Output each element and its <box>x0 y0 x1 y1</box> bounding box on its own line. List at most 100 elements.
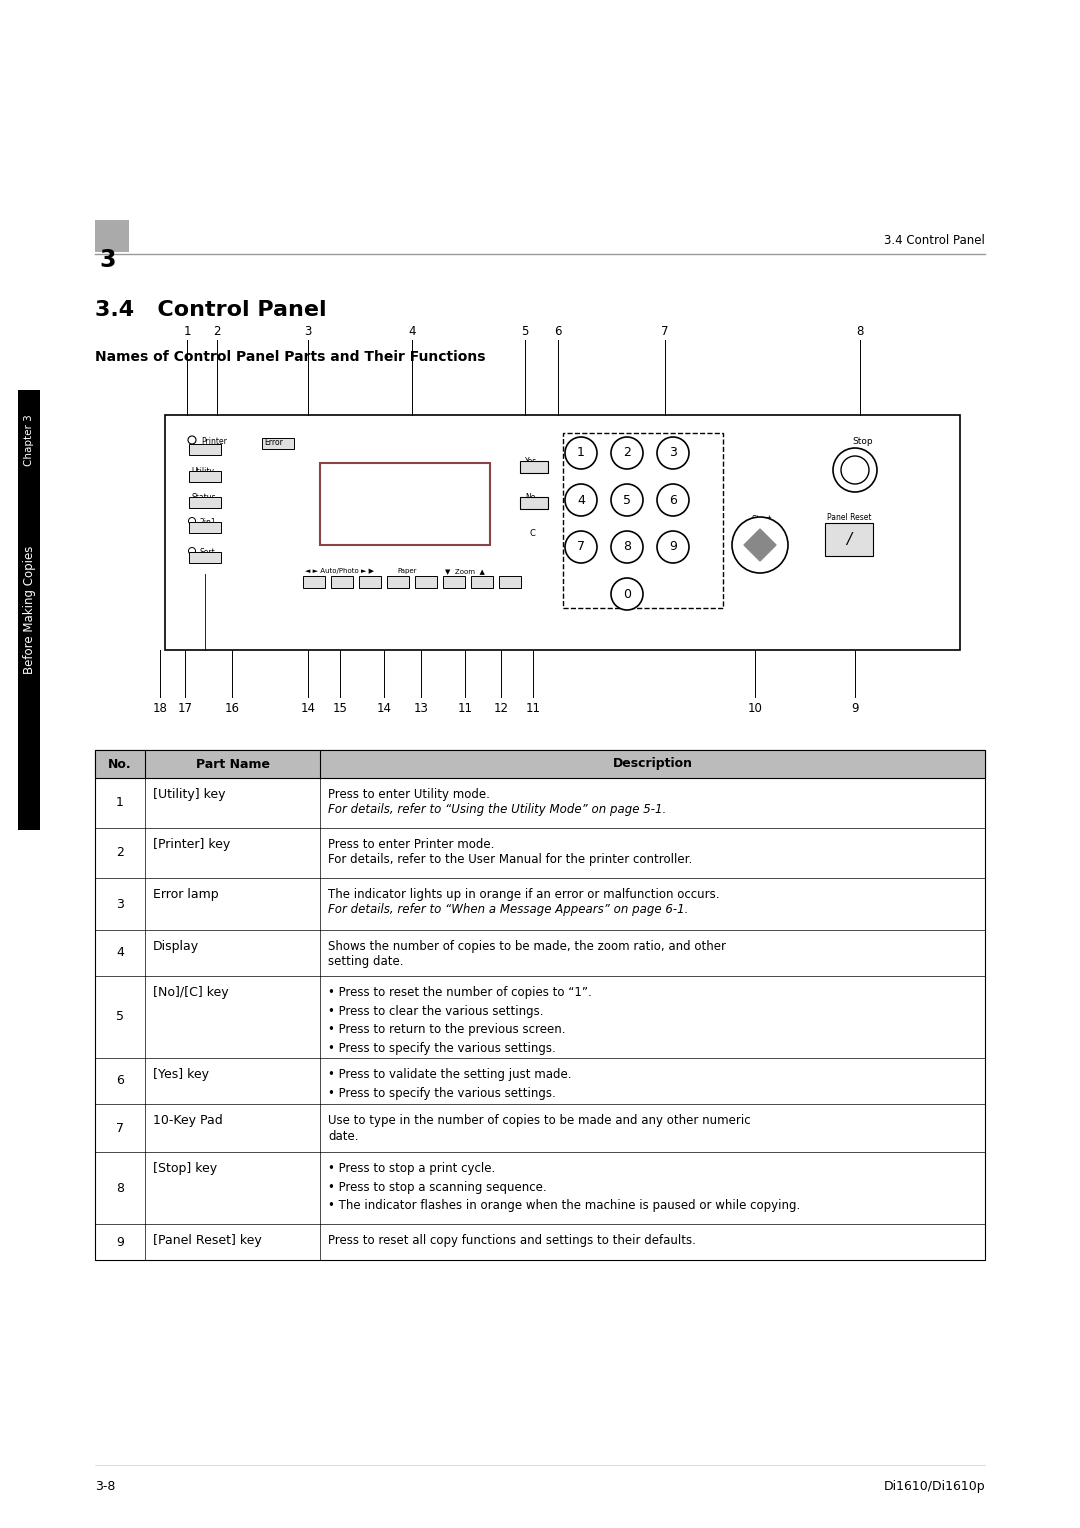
Bar <box>165 416 960 649</box>
Text: 9: 9 <box>116 1236 124 1248</box>
Bar <box>825 523 873 556</box>
Text: 3.4 Control Panel: 3.4 Control Panel <box>885 234 985 248</box>
Text: 6: 6 <box>554 325 562 338</box>
Text: Press to enter Utility mode.: Press to enter Utility mode. <box>328 788 490 801</box>
Bar <box>499 576 521 588</box>
Bar <box>95 750 985 778</box>
Text: 3: 3 <box>116 897 124 911</box>
Text: 12: 12 <box>494 701 509 715</box>
Bar <box>189 552 221 562</box>
Text: Utility: Utility <box>191 468 214 477</box>
Text: Before Making Copies: Before Making Copies <box>23 545 36 674</box>
Text: 2: 2 <box>213 325 220 338</box>
Bar <box>95 1152 985 1224</box>
Bar <box>563 432 723 608</box>
Text: [Printer] key: [Printer] key <box>153 837 230 851</box>
Bar <box>415 576 437 588</box>
Text: Error lamp: Error lamp <box>153 888 218 902</box>
Text: 1: 1 <box>116 796 124 810</box>
Bar <box>95 1105 985 1152</box>
Text: setting date.: setting date. <box>328 955 404 969</box>
Bar <box>95 879 985 931</box>
Text: Part Name: Part Name <box>195 758 270 770</box>
Text: 7: 7 <box>577 541 585 553</box>
Text: 13: 13 <box>414 701 429 715</box>
Circle shape <box>833 448 877 492</box>
Text: Printer: Printer <box>201 437 227 446</box>
Text: • Press to specify the various settings.: • Press to specify the various settings. <box>328 1042 556 1054</box>
Text: Start: Start <box>752 515 772 524</box>
Text: 3.4   Control Panel: 3.4 Control Panel <box>95 299 326 319</box>
Text: 8: 8 <box>623 541 631 553</box>
Text: 3: 3 <box>305 325 312 338</box>
Text: [No]/[C] key: [No]/[C] key <box>153 986 229 999</box>
Text: Press to reset all copy functions and settings to their defaults.: Press to reset all copy functions and se… <box>328 1235 696 1247</box>
Text: No: No <box>525 494 536 503</box>
Text: • Press to specify the various settings.: • Press to specify the various settings. <box>328 1086 556 1100</box>
Text: Sort: Sort <box>200 549 216 558</box>
Text: • Press to validate the setting just made.: • Press to validate the setting just mad… <box>328 1068 571 1080</box>
Circle shape <box>189 547 195 555</box>
Text: • Press to stop a scanning sequence.: • Press to stop a scanning sequence. <box>328 1181 546 1193</box>
Bar <box>519 497 548 509</box>
Bar <box>95 931 985 976</box>
Text: 4: 4 <box>408 325 416 338</box>
Circle shape <box>189 518 195 524</box>
Text: Use to type in the number of copies to be made and any other numeric: Use to type in the number of copies to b… <box>328 1114 751 1128</box>
Text: Yes: Yes <box>525 457 537 466</box>
Bar <box>18 390 40 830</box>
Circle shape <box>565 532 597 562</box>
Bar <box>519 461 548 474</box>
Circle shape <box>611 437 643 469</box>
Circle shape <box>657 484 689 516</box>
Text: Panel Reset: Panel Reset <box>827 513 872 523</box>
Text: 10-Key Pad: 10-Key Pad <box>153 1114 222 1128</box>
Bar <box>359 576 381 588</box>
Bar <box>95 1057 985 1105</box>
Text: The indicator lights up in orange if an error or malfunction occurs.: The indicator lights up in orange if an … <box>328 888 719 902</box>
Text: 7: 7 <box>661 325 669 338</box>
Text: 4: 4 <box>577 494 585 506</box>
Bar <box>189 471 221 481</box>
Text: [Panel Reset] key: [Panel Reset] key <box>153 1235 261 1247</box>
Text: 1: 1 <box>184 325 191 338</box>
Text: 9: 9 <box>851 701 859 715</box>
Bar <box>330 576 353 588</box>
Text: • Press to reset the number of copies to “1”.: • Press to reset the number of copies to… <box>328 986 592 999</box>
Text: 11: 11 <box>526 701 540 715</box>
Text: Shows the number of copies to be made, the zoom ratio, and other: Shows the number of copies to be made, t… <box>328 940 726 953</box>
Text: 17: 17 <box>177 701 192 715</box>
Text: 6: 6 <box>116 1074 124 1088</box>
Text: [Yes] key: [Yes] key <box>153 1068 210 1080</box>
Text: 11: 11 <box>458 701 473 715</box>
Text: 5: 5 <box>522 325 529 338</box>
Text: 5: 5 <box>116 1010 124 1024</box>
Text: 16: 16 <box>225 701 240 715</box>
Text: Stop: Stop <box>852 437 873 446</box>
Bar <box>303 576 325 588</box>
Circle shape <box>657 532 689 562</box>
Bar <box>471 576 492 588</box>
Text: No.: No. <box>108 758 132 770</box>
Text: 14: 14 <box>300 701 315 715</box>
Bar <box>387 576 409 588</box>
Circle shape <box>565 484 597 516</box>
Text: [Stop] key: [Stop] key <box>153 1161 217 1175</box>
Text: Display: Display <box>153 940 199 953</box>
Text: [Utility] key: [Utility] key <box>153 788 226 801</box>
Text: For details, refer to “Using the Utility Mode” on page 5-1.: For details, refer to “Using the Utility… <box>328 804 666 816</box>
Circle shape <box>611 484 643 516</box>
Circle shape <box>841 455 869 484</box>
Text: date.: date. <box>328 1129 359 1143</box>
Text: 2in1: 2in1 <box>200 518 217 527</box>
Circle shape <box>657 437 689 469</box>
Text: 3: 3 <box>99 248 116 272</box>
Bar <box>443 576 465 588</box>
Polygon shape <box>744 529 777 561</box>
Bar <box>95 778 985 828</box>
Bar <box>95 1224 985 1261</box>
Text: For details, refer to “When a Message Appears” on page 6-1.: For details, refer to “When a Message Ap… <box>328 903 688 917</box>
Circle shape <box>611 532 643 562</box>
Circle shape <box>565 437 597 469</box>
Text: 1: 1 <box>577 446 585 460</box>
